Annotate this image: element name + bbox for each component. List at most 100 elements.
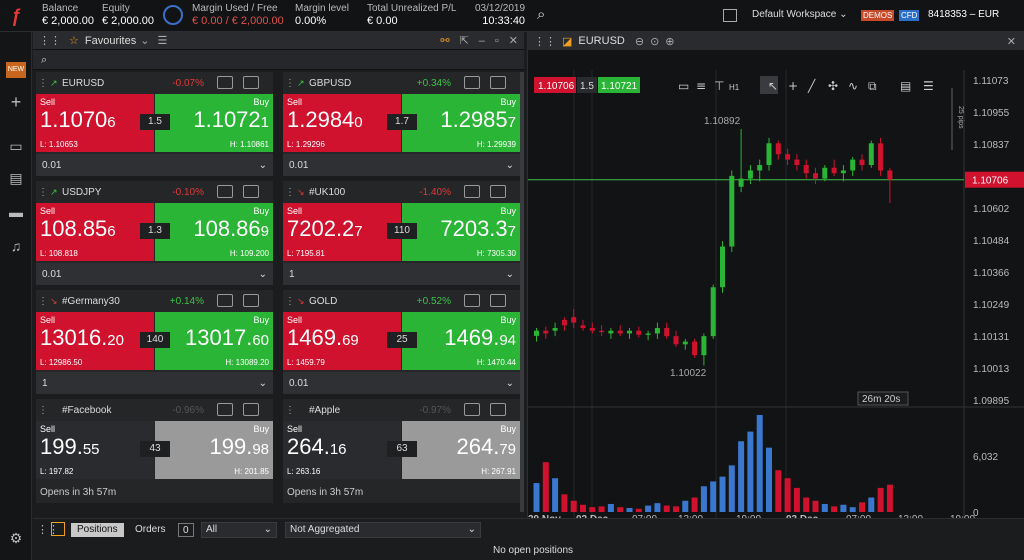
search-icon[interactable]: ⌕ — [537, 6, 546, 23]
deal-ticket-icon[interactable] — [464, 76, 480, 89]
buy-button[interactable]: Buy 1.10721 H: 1.10861 — [155, 94, 273, 152]
quantity-select[interactable]: 0.01 ⌄ — [36, 263, 273, 285]
mini-chart-icon[interactable] — [490, 76, 506, 89]
time-tick-label: 19:00 — [950, 514, 975, 518]
mini-chart-icon[interactable] — [490, 403, 506, 416]
aggregation-value: Not Aggregated — [290, 524, 360, 535]
more-options-icon[interactable]: ⋮ — [285, 295, 295, 307]
chart-symbol[interactable]: EURUSD — [578, 35, 625, 47]
volume-bar — [877, 487, 884, 512]
sell-button[interactable]: Sell 1.10706 L: 1.10653 — [36, 94, 154, 152]
more-options-icon[interactable]: ⋮ — [38, 77, 48, 89]
mini-chart-icon[interactable] — [243, 294, 259, 307]
buy-button[interactable]: Buy 7203.37 H: 7305.30 — [402, 203, 520, 261]
sell-price-main: 1.2984 — [287, 107, 355, 132]
more-options-icon[interactable]: ⋮ — [38, 404, 48, 416]
deal-ticket-icon[interactable] — [464, 185, 480, 198]
news-icon[interactable]: NEW — [6, 62, 26, 78]
drag-handle-icon[interactable]: ⋮⋮ — [37, 524, 59, 536]
zoom-out-icon[interactable]: ⊖ — [634, 35, 645, 48]
minimize-icon[interactable]: – — [478, 34, 485, 47]
quantity-select[interactable]: 0.01 ⌄ — [36, 154, 273, 176]
bell-icon[interactable]: ♫ — [10, 238, 22, 254]
buy-button[interactable]: Buy 1469.94 H: 1470.44 — [402, 312, 520, 370]
sell-button[interactable]: Sell 1.29840 L: 1.29296 — [283, 94, 401, 152]
mini-chart-icon[interactable] — [243, 76, 259, 89]
crosshair-icon[interactable]: ⊙ — [650, 35, 660, 48]
sell-button[interactable]: Sell 7202.27 L: 7195.81 — [283, 203, 401, 261]
mini-chart-icon[interactable] — [490, 185, 506, 198]
deal-ticket-icon[interactable] — [217, 403, 233, 416]
tab-orders[interactable]: Orders — [129, 523, 172, 537]
more-options-icon[interactable]: ⋮ — [38, 186, 48, 198]
close-icon[interactable]: ✕ — [1006, 35, 1016, 48]
price-chart[interactable]: ▭ ≡ ⊤ ↖ + ╱ ✣ ∿ ⧉ ▤ ☰ H1 1.10706 1.5 1.10721 1.11073 1.1… — [528, 50, 1024, 518]
sell-button[interactable]: Sell 108.856 L: 108.818 — [36, 203, 154, 261]
quantity-select[interactable]: 1 ⌄ — [283, 263, 520, 285]
volume-bar — [570, 500, 577, 512]
favourites-title[interactable]: Favourites — [84, 34, 137, 47]
buy-price: 264.79 — [406, 435, 516, 462]
drag-handle-icon[interactable]: ⋮⋮ — [39, 35, 61, 47]
favourites-search[interactable]: ⌕ — [33, 50, 524, 70]
scrollbar[interactable] — [520, 72, 524, 512]
buy-price-main: 13017. — [185, 325, 253, 350]
chevron-down-icon[interactable]: ⌄ — [140, 35, 150, 47]
close-icon[interactable]: ✕ — [508, 35, 518, 47]
mini-chart-icon[interactable] — [490, 294, 506, 307]
time-tick-label: 03 Dec — [786, 514, 819, 518]
popout-icon[interactable]: ⇱ — [459, 35, 469, 47]
time-tick-label: 13:00 — [898, 514, 923, 518]
sell-button[interactable]: Sell 199.55 L: 197.82 — [36, 421, 154, 479]
buy-button[interactable]: Buy 1.29857 H: 1.29939 — [402, 94, 520, 152]
buy-button[interactable]: Buy 108.869 H: 109.200 — [155, 203, 273, 261]
more-options-icon[interactable]: ⋮ — [285, 186, 295, 198]
tile-header: ⋮ #Facebook -0.96% — [36, 399, 273, 421]
maximize-icon[interactable]: ▫ — [494, 34, 499, 47]
chart-icon[interactable]: ▤ — [9, 170, 23, 186]
deal-ticket-icon[interactable] — [464, 294, 480, 307]
volume-bar — [756, 415, 763, 512]
deal-ticket-icon[interactable] — [217, 185, 233, 198]
mini-chart-icon[interactable] — [243, 403, 259, 416]
more-options-icon[interactable]: ⋮ — [285, 77, 295, 89]
more-options-icon[interactable]: ⋮ — [38, 295, 48, 307]
candle-body — [850, 159, 856, 171]
left-sidebar: NEW + ▭ ▤ ▬ ♫ ⚙ — [0, 32, 32, 560]
card-icon[interactable]: ▬ — [9, 204, 23, 220]
datetime: 03/12/2019 10:33:40 — [475, 3, 525, 28]
quantity-select[interactable]: 0.01 ⌄ — [283, 154, 520, 176]
buy-button[interactable]: Buy 199.98 H: 201.85 — [155, 421, 273, 479]
link-icon[interactable]: ⚯ — [440, 35, 450, 47]
deal-ticket-icon[interactable]: ▭ — [9, 138, 23, 154]
buy-button[interactable]: Buy 264.79 H: 267.91 — [402, 421, 520, 479]
volume-bar — [673, 506, 679, 512]
workspace-select[interactable]: Default Workspace ⌄ — [752, 9, 847, 20]
drag-handle-icon[interactable]: ⋮⋮ — [534, 35, 556, 48]
quantity-select[interactable]: 0.01 ⌄ — [283, 372, 520, 394]
tile-quotes: Sell 1.29840 L: 1.29296 1.7 Buy 1.29857 H: 1.2… — [283, 94, 520, 152]
sell-button[interactable]: Sell 264.16 L: 263.16 — [283, 421, 401, 479]
date: 03/12/2019 — [475, 3, 526, 14]
deal-ticket-icon[interactable] — [217, 294, 233, 307]
more-options-icon[interactable]: ⋮ — [285, 404, 295, 416]
quantity-select[interactable]: 1 ⌄ — [36, 372, 273, 394]
buy-button[interactable]: Buy 13017.60 H: 13089.20 — [155, 312, 273, 370]
filter-select[interactable]: All ⌄ — [201, 522, 277, 538]
low-price: L: 108.818 — [40, 249, 78, 258]
gear-icon[interactable]: ⚙ — [9, 530, 23, 546]
tab-positions[interactable]: Positions — [71, 523, 124, 537]
aggregation-select[interactable]: Not Aggregated ⌄ — [285, 522, 481, 538]
add-icon[interactable]: + — [10, 92, 22, 112]
workspace-icon[interactable] — [723, 9, 737, 22]
candle-body — [561, 319, 567, 326]
sell-button[interactable]: Sell 13016.20 L: 12986.50 — [36, 312, 154, 370]
zoom-in-icon[interactable]: ⊕ — [665, 35, 675, 48]
mini-chart-icon[interactable] — [243, 185, 259, 198]
sell-button[interactable]: Sell 1469.69 L: 1459.79 — [283, 312, 401, 370]
deal-ticket-icon[interactable] — [464, 403, 480, 416]
deal-ticket-icon[interactable] — [217, 76, 233, 89]
margin-level-stat: Margin level 0.00% — [295, 3, 349, 27]
account-select[interactable]: 8418353 – EUR — [928, 9, 1000, 20]
list-view-icon[interactable]: ☰ — [157, 35, 168, 47]
